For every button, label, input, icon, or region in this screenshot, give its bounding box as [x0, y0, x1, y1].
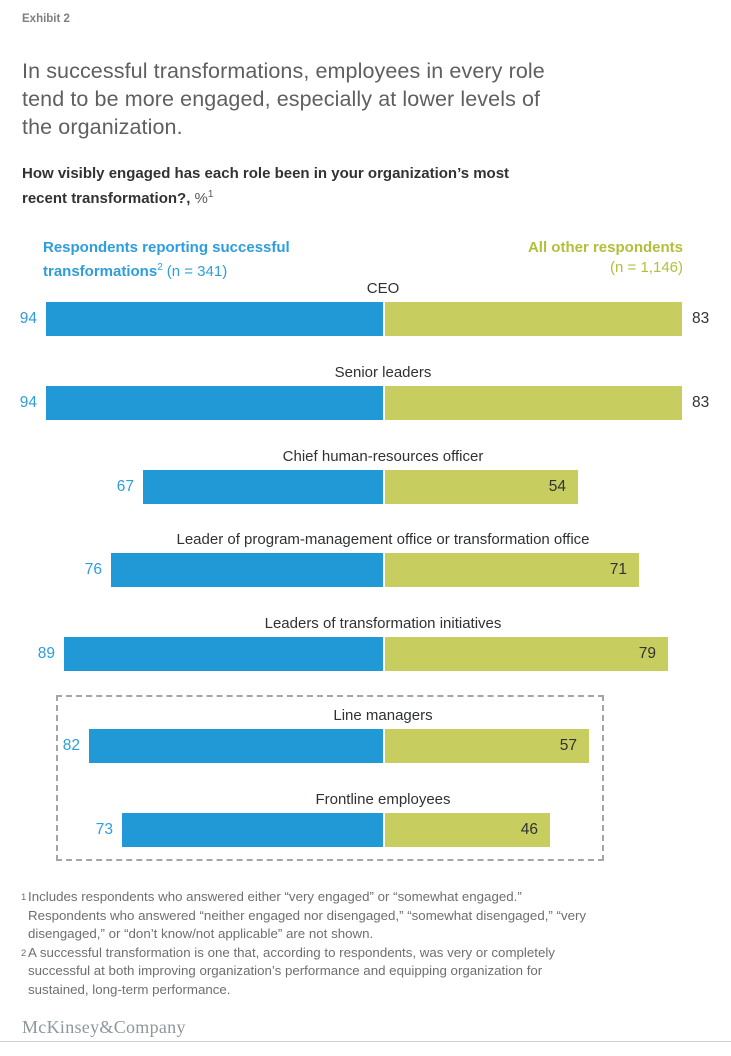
percent-sign: % [194, 190, 208, 207]
bar-other-5 [385, 728, 589, 763]
question-bold-text: How visibly engaged has each role been i… [22, 165, 510, 207]
row-label-1: Senior leaders [334, 363, 432, 381]
bar-successful-4 [64, 636, 383, 671]
value-successful-4: 89 [37, 644, 55, 662]
exhibit-title: In successful transformations, employees… [22, 59, 545, 139]
bar-successful-0 [46, 302, 383, 336]
value-successful-6: 73 [95, 820, 113, 838]
bar-other-6 [385, 812, 550, 847]
legend-successful-n: (n = 341) [166, 263, 228, 280]
footnote-2-text: A successful transformation is one that,… [28, 944, 555, 997]
row-label-3: Leader of program-management office or t… [176, 531, 590, 548]
bar-successful-2 [143, 469, 383, 504]
legend-successful-line2: transformations2 (n = 341) [43, 262, 228, 280]
row-label-2: Chief human-resources officer [282, 447, 484, 465]
footnote-ref-2: 2 [157, 262, 163, 273]
bar-other-2 [385, 469, 578, 504]
value-other-4: 79 [638, 644, 656, 662]
value-other-5: 57 [559, 736, 577, 754]
footnote-ref-1: 1 [207, 189, 214, 200]
footnotes: 1 Includes respondents who answered eithe… [21, 888, 719, 1000]
bar-successful-1 [46, 385, 383, 420]
value-other-0: 83 [692, 310, 710, 327]
legend-other-line1: All other respondents [527, 239, 683, 256]
row-label-6: Frontline employees [315, 790, 451, 808]
footnote-1-sup: 1 [21, 892, 27, 903]
bar-successful-3 [111, 553, 383, 587]
bar-other-4 [385, 636, 668, 671]
row-label-0: CEO [366, 280, 400, 297]
legend-other-n: (n = 1,146) [610, 259, 683, 276]
row-label-4: Leaders of transformation initiatives [264, 614, 502, 632]
mckinsey-wordmark: McKinsey&Company [22, 1017, 186, 1037]
bar-successful-5 [89, 728, 383, 763]
value-successful-3: 76 [84, 561, 102, 578]
value-other-3: 71 [609, 561, 627, 578]
bar-other-0 [385, 302, 682, 336]
value-successful-2: 67 [116, 477, 134, 495]
percent-unit: %1 [190, 189, 214, 207]
legend-successful: Respondents reporting successful transfo… [43, 238, 290, 282]
value-successful-1: 94 [19, 393, 37, 411]
value-other-6: 46 [520, 820, 538, 838]
footnote-1: 1 Includes respondents who answered eithe… [21, 888, 719, 944]
footnote-2-sup: 2 [21, 947, 27, 959]
diverging-bar-chart: CEO 94 83 Senior leaders 94 83 Chief human-res… [19, 280, 710, 861]
value-other-1: 83 [692, 393, 710, 411]
legend-successful-line1: Respondents reporting successful [43, 239, 290, 256]
row-label-5: Line managers [333, 706, 433, 724]
exhibit-label: Exhibit 2 [22, 13, 70, 25]
bar-successful-6 [122, 812, 383, 847]
value-successful-0: 94 [19, 310, 37, 327]
highlight-dashed-box [56, 695, 604, 861]
legend-other: All other respondents (n = 1,146) [528, 238, 683, 278]
bar-other-1 [385, 385, 682, 420]
value-other-2: 54 [548, 477, 566, 495]
bar-other-3 [385, 553, 639, 587]
footnote-1-text: Includes respondents who answered either… [28, 889, 587, 942]
question-text: How visibly engaged has each role been i… [22, 163, 509, 209]
footer-rule [0, 1041, 731, 1042]
value-successful-5: 82 [62, 736, 80, 754]
